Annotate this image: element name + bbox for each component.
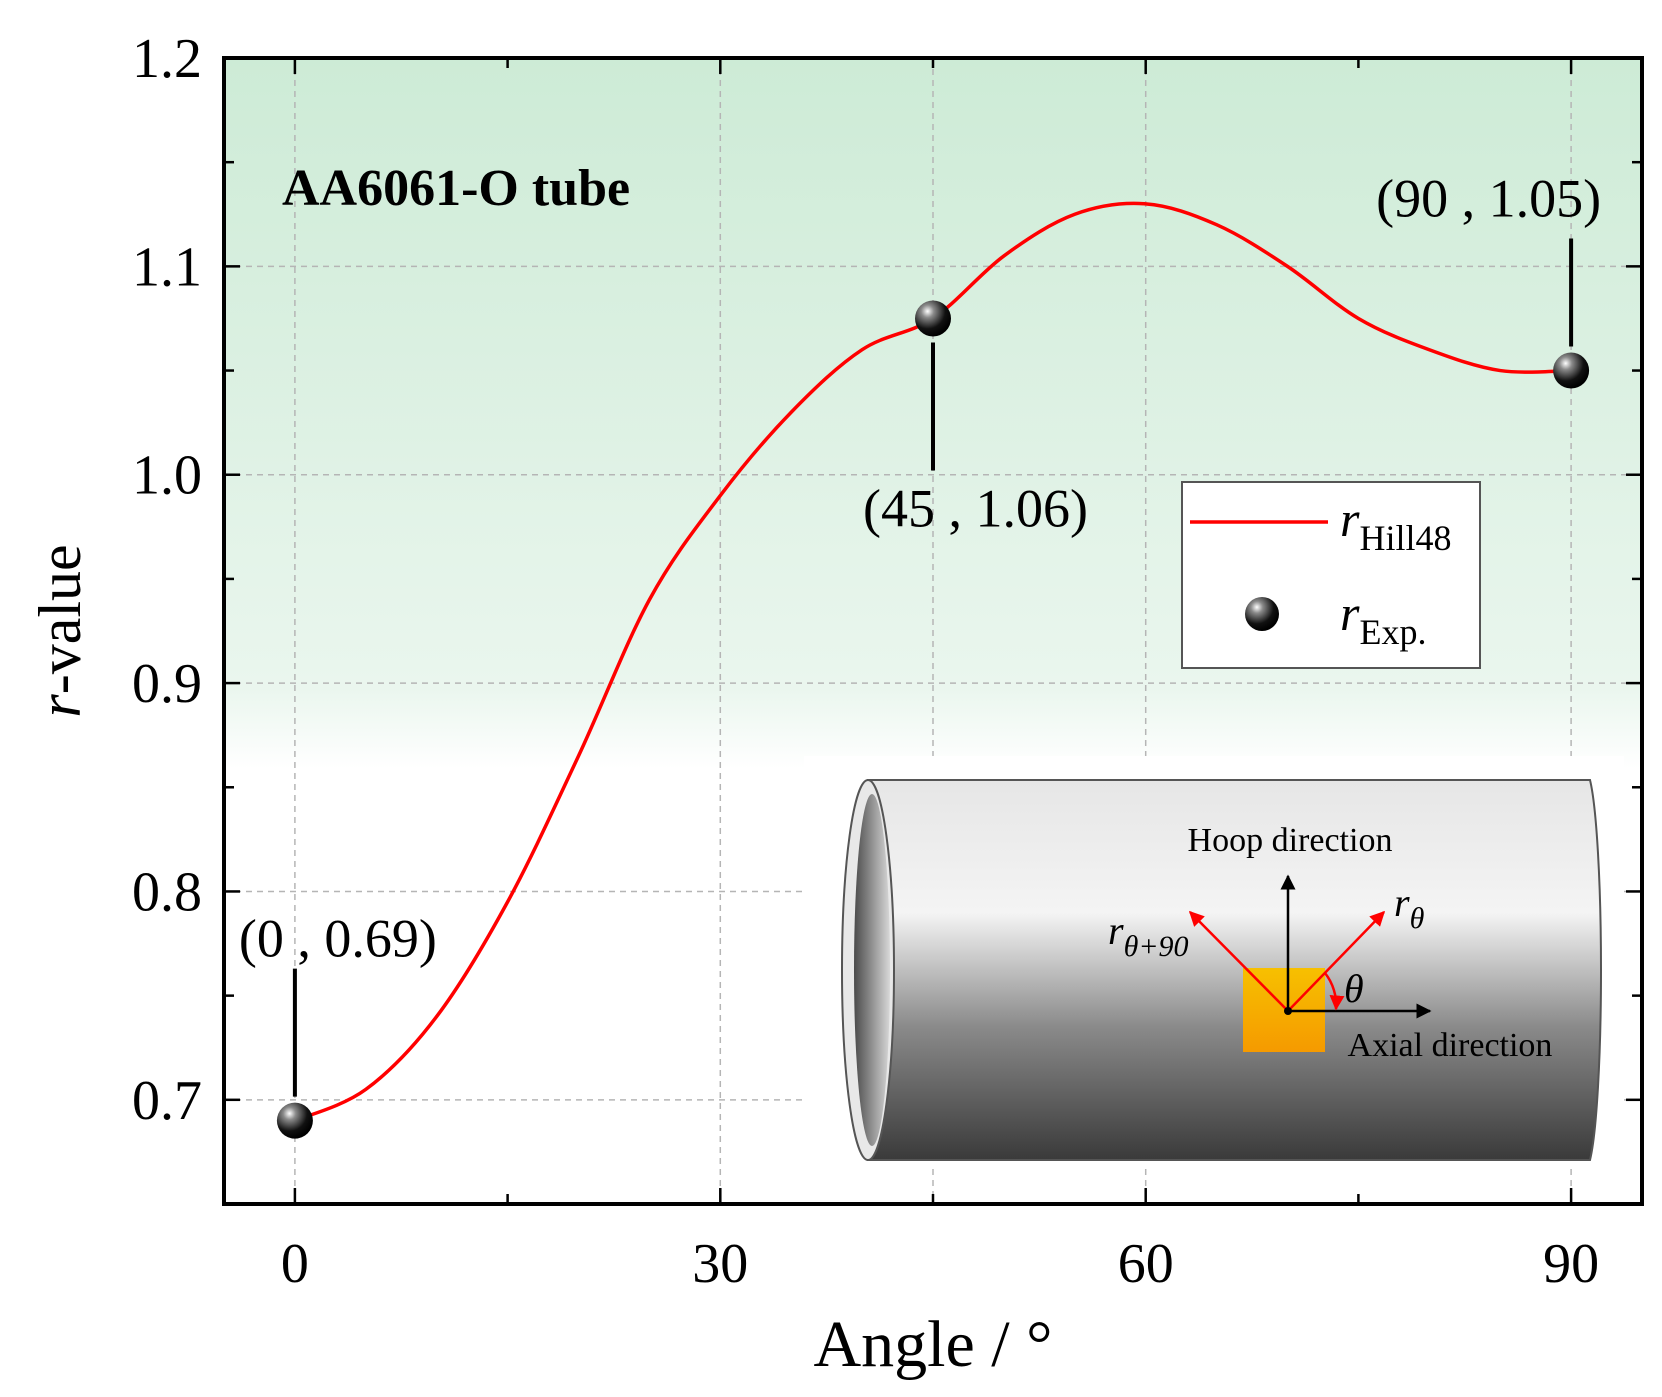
- legend-box: [1181, 481, 1481, 669]
- legend-exp-main: r: [1340, 585, 1360, 641]
- theta-arc: [1324, 972, 1345, 1011]
- data-point-marker: [1553, 352, 1590, 389]
- series-line-hill48: [294, 201, 1572, 1123]
- inset-tube-diagram: Hoop direction Axial direction rθ rθ+90 …: [804, 756, 1624, 1166]
- r-theta90-main: r: [1108, 908, 1124, 953]
- r-theta90-sub: θ+90: [1124, 930, 1189, 963]
- y-axis-label-italic: r: [27, 694, 93, 718]
- data-point-marker: [276, 1102, 313, 1139]
- r-theta-label: rθ: [1394, 880, 1425, 935]
- y-tick-label: 0.7: [132, 1070, 202, 1132]
- r-theta-sub: θ: [1410, 902, 1425, 935]
- y-tick-label: 1.0: [132, 445, 202, 507]
- annotation-leaders: [292, 238, 1574, 1097]
- y-tick-label: 0.8: [132, 861, 202, 923]
- x-tick-label: 30: [692, 1233, 748, 1295]
- x-tick-label: 60: [1118, 1233, 1174, 1295]
- r-theta-arrow: [1287, 910, 1386, 1012]
- annotation-label: (45 , 1.06): [863, 478, 1088, 538]
- x-tick-labels: 0 30 60 90: [281, 1233, 1599, 1295]
- tube-opening-inner: [854, 794, 890, 1146]
- tube-body: [867, 779, 1602, 1161]
- r-theta90-arrow: [1188, 910, 1289, 1012]
- chart-title: AA6061-O tube: [282, 160, 630, 217]
- hoop-label: Hoop direction: [1188, 822, 1393, 859]
- annotation-label: (90 , 1.05): [1376, 169, 1601, 229]
- r-theta-main: r: [1394, 880, 1410, 925]
- series-markers-exp: [276, 300, 1590, 1139]
- origin-dot: [1284, 1007, 1292, 1015]
- r-theta90-label: rθ+90: [1108, 908, 1189, 963]
- y-tick-label: 1.2: [132, 28, 202, 90]
- theta-label: θ: [1344, 966, 1364, 1011]
- x-tick-label: 90: [1543, 1233, 1599, 1295]
- legend-hill48-sub: Hill48: [1359, 518, 1451, 558]
- axial-label: Axial direction: [1348, 1027, 1553, 1064]
- x-axis-label: Angle / °: [813, 1308, 1052, 1381]
- y-tick-label: 1.1: [132, 236, 202, 298]
- y-axis-label: r-value: [27, 544, 93, 717]
- legend-exp-sub: Exp.: [1359, 612, 1426, 652]
- data-point-marker: [915, 300, 951, 337]
- axis-ticks: [224, 56, 1642, 1204]
- x-tick-label: 0: [281, 1233, 309, 1295]
- y-tick-label: 0.9: [132, 653, 202, 715]
- y-tick-labels: 0.7 0.8 0.9 1.0 1.1 1.2: [132, 28, 202, 1132]
- legend-entry-exp: rExp.: [1340, 585, 1426, 652]
- legend-hill48-main: r: [1340, 491, 1360, 547]
- annotation-label: (0 , 0.69): [239, 909, 437, 969]
- grid-lines: [224, 57, 1642, 1204]
- legend-marker-symbol: [1245, 597, 1279, 631]
- annotations: (0 , 0.69) (45 , 1.06) (90 , 1.05): [239, 169, 1601, 969]
- legend: rHill48 rExp.: [1181, 481, 1481, 669]
- legend-entry-hill48: rHill48: [1340, 491, 1451, 558]
- y-axis-label-rest: -value: [27, 544, 93, 694]
